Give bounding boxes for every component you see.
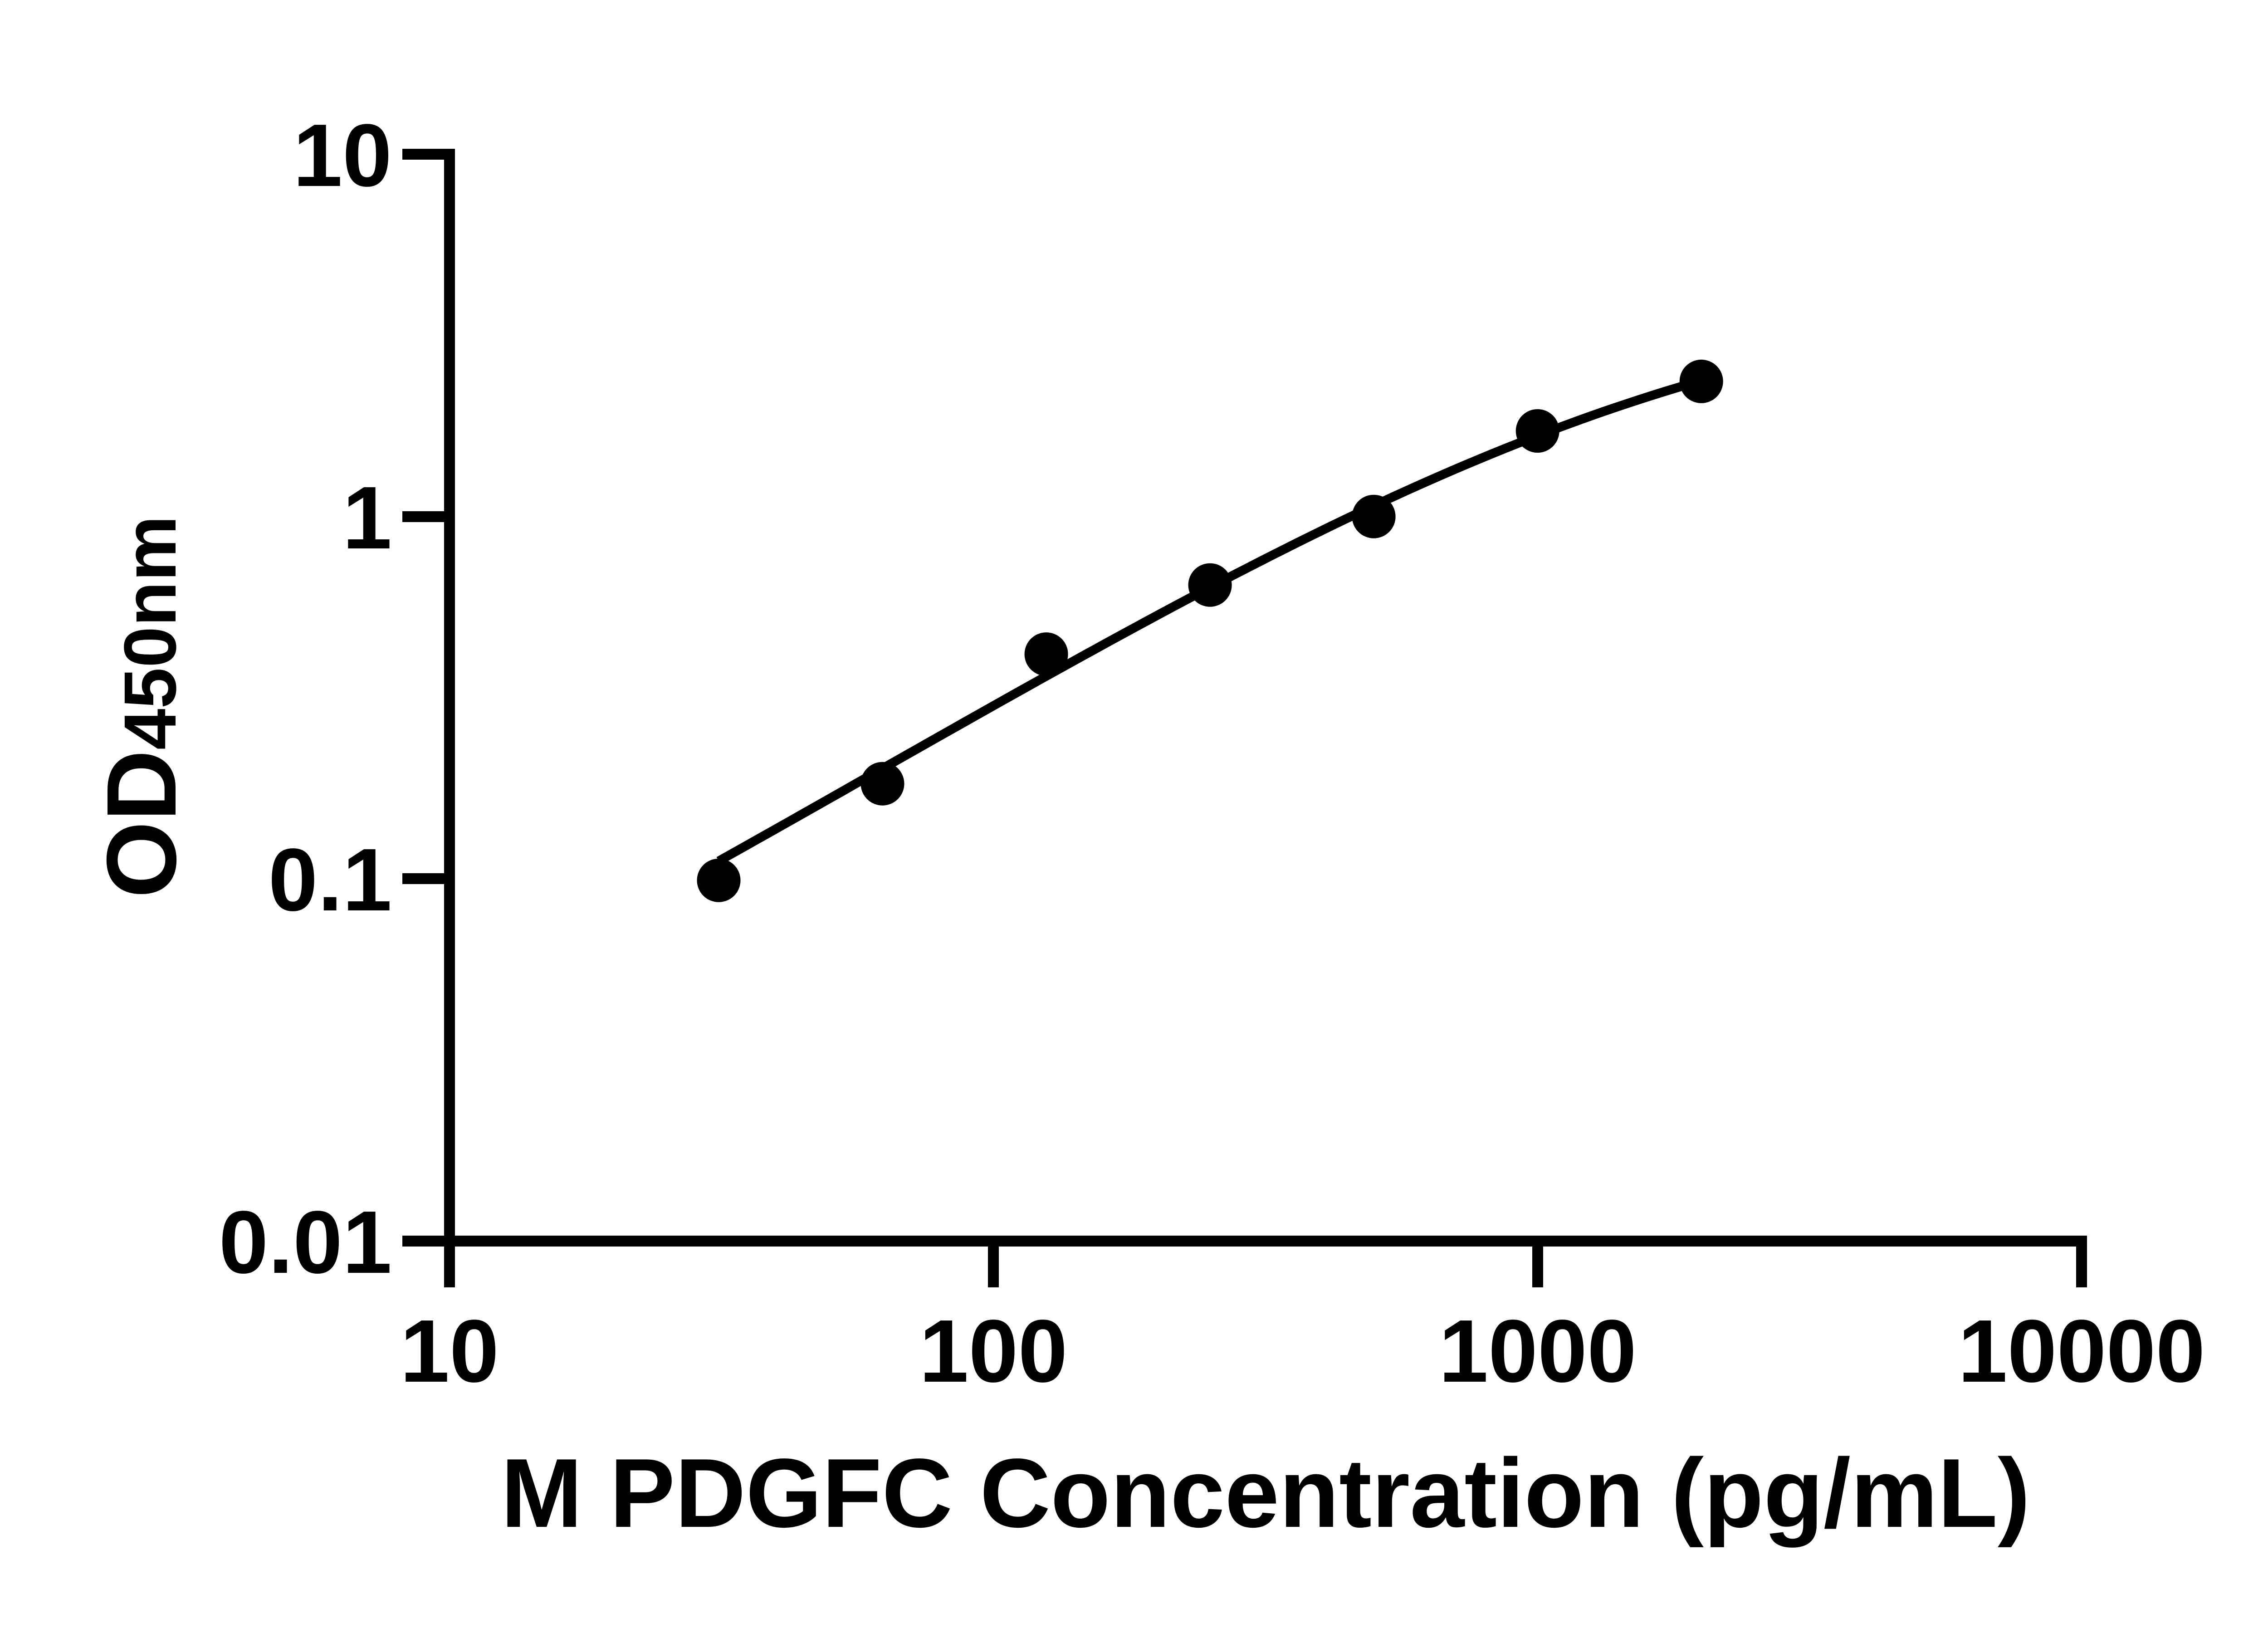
svg-text:100: 100 xyxy=(919,1301,1067,1401)
svg-text:1000: 1000 xyxy=(1439,1301,1637,1401)
svg-text:10000: 10000 xyxy=(1958,1301,2205,1401)
svg-text:0.01: 0.01 xyxy=(219,1193,392,1292)
svg-text:M PDGFC Concentration (pg/mL): M PDGFC Concentration (pg/mL) xyxy=(501,1438,2030,1548)
svg-text:OD450nm: OD450nm xyxy=(87,516,197,898)
svg-text:10: 10 xyxy=(293,106,392,205)
svg-text:0.1: 0.1 xyxy=(269,830,392,929)
svg-text:10: 10 xyxy=(400,1301,499,1401)
svg-text:1: 1 xyxy=(342,468,392,567)
